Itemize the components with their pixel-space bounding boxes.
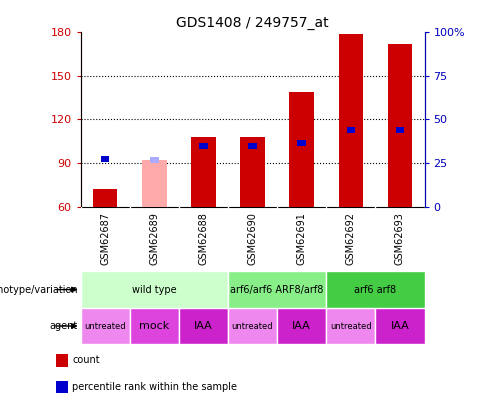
- FancyBboxPatch shape: [179, 308, 228, 344]
- Bar: [142, 160, 166, 207]
- FancyBboxPatch shape: [81, 308, 130, 344]
- Bar: [93, 189, 118, 207]
- Text: agent: agent: [50, 321, 78, 331]
- Text: GSM62687: GSM62687: [100, 213, 110, 265]
- Title: GDS1408 / 249757_at: GDS1408 / 249757_at: [176, 16, 329, 30]
- Text: IAA: IAA: [390, 321, 409, 331]
- Bar: [191, 137, 216, 207]
- Bar: [248, 143, 257, 149]
- FancyBboxPatch shape: [228, 308, 277, 344]
- Text: untreated: untreated: [330, 322, 372, 330]
- FancyBboxPatch shape: [326, 271, 425, 308]
- FancyBboxPatch shape: [277, 308, 326, 344]
- FancyBboxPatch shape: [375, 308, 425, 344]
- Bar: [199, 143, 208, 149]
- Text: wild type: wild type: [132, 285, 177, 294]
- Text: IAA: IAA: [194, 321, 213, 331]
- Text: mock: mock: [139, 321, 169, 331]
- Bar: [346, 127, 355, 132]
- Text: GSM62693: GSM62693: [395, 213, 405, 265]
- Text: IAA: IAA: [292, 321, 311, 331]
- FancyBboxPatch shape: [228, 271, 326, 308]
- Bar: [387, 44, 412, 207]
- Bar: [240, 137, 265, 207]
- Bar: [396, 127, 404, 132]
- Text: untreated: untreated: [232, 322, 273, 330]
- FancyBboxPatch shape: [130, 308, 179, 344]
- Bar: [101, 156, 109, 162]
- Text: GSM62691: GSM62691: [297, 213, 306, 265]
- Text: GSM62689: GSM62689: [149, 213, 159, 265]
- Text: untreated: untreated: [84, 322, 126, 330]
- FancyBboxPatch shape: [326, 308, 375, 344]
- Text: GSM62692: GSM62692: [346, 213, 356, 265]
- Text: percentile rank within the sample: percentile rank within the sample: [72, 382, 237, 392]
- Text: GSM62690: GSM62690: [247, 213, 258, 265]
- Bar: [297, 140, 306, 146]
- Bar: [150, 157, 159, 163]
- Text: genotype/variation: genotype/variation: [0, 285, 78, 294]
- Text: GSM62688: GSM62688: [199, 213, 208, 265]
- Text: arf6/arf6 ARF8/arf8: arf6/arf6 ARF8/arf8: [230, 285, 324, 294]
- Text: arf6 arf8: arf6 arf8: [354, 285, 396, 294]
- Text: count: count: [72, 356, 100, 365]
- FancyBboxPatch shape: [81, 271, 228, 308]
- Bar: [339, 34, 363, 207]
- Bar: [289, 92, 314, 207]
